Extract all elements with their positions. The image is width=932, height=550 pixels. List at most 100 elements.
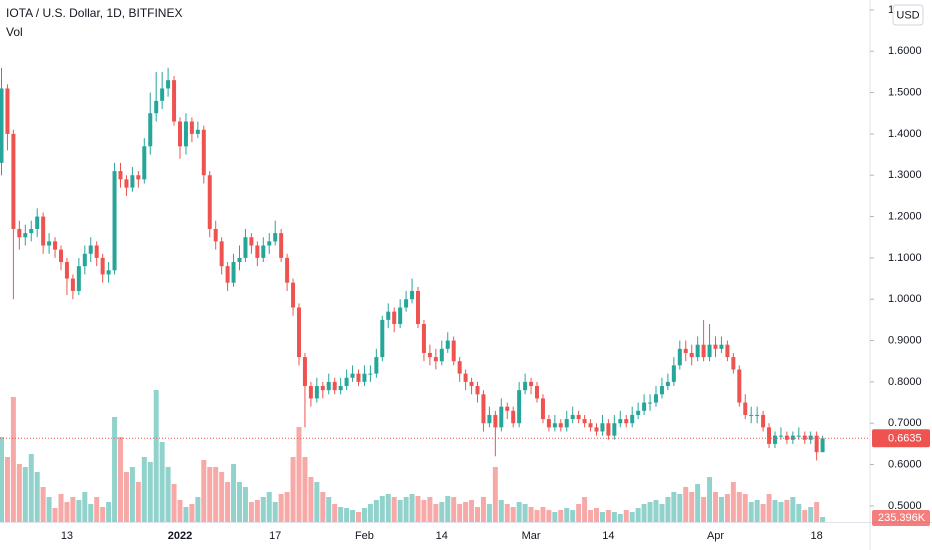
candle-body [439,348,444,362]
candle-body [362,373,367,382]
candle-body [279,233,284,258]
candle-body [88,245,93,254]
currency-button-label[interactable]: USD [896,9,919,21]
volume-bar [82,492,88,522]
volume-bar [594,508,599,522]
volume-bar [635,508,641,522]
last-volume-box [872,509,930,526]
candle-body [130,175,135,188]
x-tick-label: 17 [269,530,281,542]
volume-bar [231,464,237,522]
candle-body [386,311,391,320]
candle-body [374,357,379,374]
candle-body [659,386,664,395]
candle-body [737,369,742,403]
candle-body [654,394,658,403]
volume-bar [189,504,195,522]
candle-body [148,113,153,147]
volume-bar [492,467,498,522]
candle-body [178,121,182,147]
volume-bar [552,512,558,522]
volume-bar [171,484,177,522]
last-price-box [872,429,930,448]
volume-bar [94,497,100,522]
candle-body [195,129,200,134]
candle-body [624,419,629,424]
volume-bar [272,502,278,522]
volume-bar [796,504,802,522]
candle-body [719,344,724,349]
volume-bar [46,497,52,522]
volume-bar [177,500,183,522]
candle-body [76,266,81,291]
candle-body [463,373,468,382]
candle-body [297,307,301,358]
candle-body [784,435,789,440]
volume-bar [772,500,778,522]
x-tick-label: Feb [355,530,374,542]
volume-bar [213,467,219,522]
currency-button[interactable] [892,4,924,26]
candle-body [588,423,593,428]
x-tick-label: Mar [522,530,541,542]
candle-body [523,381,528,391]
candle-body [29,228,34,234]
candle-body [707,344,712,358]
candle-body [23,233,28,238]
volume-bar [356,512,361,522]
volume-bar [814,502,820,522]
y-tick-label: 0.7000 [888,417,922,429]
candle-body [160,88,165,101]
volume-bar [718,497,724,522]
volume-bar [367,504,373,522]
volume-bar [683,487,689,522]
volume-bar [748,502,754,522]
y-tick-label: 1.0000 [888,293,922,305]
candle-body [35,216,40,229]
y-tick-label: 0.9000 [888,334,922,346]
volume-bar [147,462,153,522]
candle-body [689,352,694,358]
volume-bar [570,510,576,522]
volume-bar [159,442,165,522]
volume-bar [611,512,617,522]
candle-body [778,435,783,437]
candle-body [118,171,123,180]
candle-body [308,386,313,399]
candle-body [773,435,777,444]
candle-body [82,253,87,267]
volume-bar [165,467,171,522]
volume-bar [754,500,760,522]
candle-body [487,414,492,424]
candle-body [469,381,474,387]
candle-body [183,121,188,147]
candle-body [540,398,545,420]
volume-bar [689,492,695,522]
volume-bar [546,510,552,522]
volume-bar [522,504,528,522]
candle-body [47,241,52,246]
candle-body [600,423,605,432]
candle-body [404,299,409,308]
candle-body [457,361,462,374]
volume-bar [599,512,605,522]
volume-bar [0,437,4,522]
volume-bar [16,464,22,522]
volume-bar [617,514,623,522]
candle-body [499,406,504,428]
volume-bar [40,487,46,522]
volume-bar [724,494,730,522]
candle-body [64,262,69,279]
x-tick-label: 14 [602,530,614,542]
candle-body [267,241,272,246]
y-tick-label: 1.1000 [888,252,922,264]
volume-bar [123,472,129,522]
last-price-label: 0.6635 [888,433,922,445]
volume-bar [266,492,272,522]
volume-bar [695,484,701,522]
volume-bar [808,507,814,522]
volume-bar [28,454,34,522]
volume-bar [475,507,480,522]
candle-body [11,133,16,229]
